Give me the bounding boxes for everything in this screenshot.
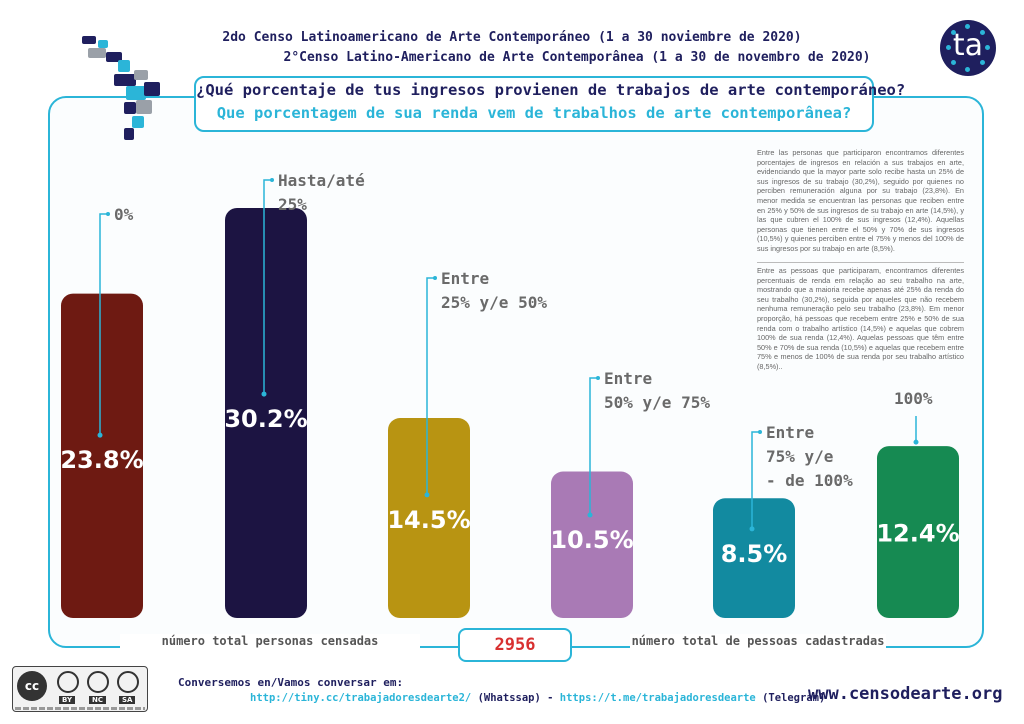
leader-line-2 (426, 277, 435, 495)
bar-5 (877, 446, 959, 618)
category-label-3-line-1: 50% y/e 75% (604, 393, 710, 412)
leader-line-1 (263, 179, 272, 395)
license-fine-print (15, 707, 145, 710)
leader-line-0 (99, 213, 108, 436)
question-box: ¿Qué porcentaje de tus ingresos proviene… (194, 76, 906, 132)
bar-value-label-5: 12.4% (876, 519, 959, 547)
total-label-portuguese: número total de pessoas cadastradas (630, 634, 886, 648)
leader-dot-2 (424, 492, 430, 498)
leader-end-dot-4 (758, 430, 762, 434)
category-label-1-line-1: 25% (278, 195, 307, 214)
conversation-label: Conversemos en/Vamos conversar em: (178, 676, 404, 689)
bar-0 (61, 293, 143, 618)
category-label-5-line-0: 100% (894, 389, 933, 408)
category-label-0-line-0: 0% (114, 205, 134, 224)
telegram-link[interactable]: https://t.me/trabajadoresdearte (559, 692, 756, 704)
license-badge-by: BY (59, 696, 76, 704)
website-link[interactable]: www.censodearte.org (808, 684, 1003, 704)
chart-frame (48, 96, 984, 648)
bar-4 (713, 498, 795, 618)
leader-end-dot-3 (596, 376, 600, 380)
bar-1 (225, 208, 307, 618)
description-portuguese: Entre as pessoas que participaram, encon… (757, 262, 964, 372)
description-spanish: Entre las personas que participaron enco… (757, 148, 964, 253)
whatsapp-label: (Whatssap) - (477, 692, 554, 704)
bar-3 (551, 471, 633, 618)
license-badge-sa: SA (119, 696, 136, 704)
bar-value-label-4: 8.5% (721, 540, 788, 568)
leader-dot-3 (587, 512, 593, 518)
leader-dot-5 (913, 439, 919, 445)
license-badge-nc: NC (89, 696, 106, 704)
latin-america-map-icon (78, 36, 188, 146)
leader-dot-1 (261, 391, 267, 397)
leader-line-3 (589, 377, 598, 515)
category-label-4-line-2: - de 100% (766, 471, 853, 490)
cc-icon: cc (17, 671, 47, 701)
total-count: 2956 (458, 628, 572, 662)
creative-commons-badge: cc BY NC SA (12, 666, 148, 712)
category-label-4-line-1: 75% y/e (766, 447, 833, 466)
category-label-4-line-0: Entre (766, 423, 814, 442)
leader-dot-0 (97, 432, 103, 438)
bar-2 (388, 418, 470, 618)
whatsapp-link[interactable]: http://tiny.cc/trabajadoresdearte2/ (250, 692, 472, 704)
category-label-1-line-0: Hasta/até (278, 171, 365, 190)
leader-end-dot-1 (270, 178, 274, 182)
leader-line-4 (751, 431, 760, 529)
leader-end-dot-0 (106, 212, 110, 216)
telegram-label: (Telegram) (762, 692, 826, 704)
bar-value-label-0: 23.8% (60, 446, 143, 474)
leader-dot-4 (749, 526, 755, 532)
question-spanish: ¿Qué porcentaje de tus ingresos proviene… (196, 81, 906, 99)
contact-links: http://tiny.cc/trabajadoresdearte2/ (Wha… (250, 692, 825, 704)
leader-end-dot-2 (433, 276, 437, 280)
category-label-2-line-1: 25% y/e 50% (441, 293, 547, 312)
category-label-2-line-0: Entre (441, 269, 489, 288)
title-spanish: 2do Censo Latinoamericano de Arte Contem… (222, 30, 802, 45)
person-icon (57, 671, 79, 693)
non-commercial-icon (87, 671, 109, 693)
total-label-spanish: número total personas censadas (120, 634, 420, 648)
bar-value-label-1: 30.2% (224, 405, 307, 433)
bar-value-label-2: 14.5% (387, 506, 470, 534)
logo-text: ta (952, 28, 984, 63)
question-portuguese: Que porcentagem de sua renda vem de trab… (216, 104, 852, 122)
title-portuguese: 2°Censo Latino-Americano de Arte Contemp… (283, 50, 871, 65)
bar-value-label-3: 10.5% (550, 526, 633, 554)
category-label-3-line-0: Entre (604, 369, 652, 388)
share-alike-icon (117, 671, 139, 693)
censo-logo-icon: ta (940, 20, 996, 76)
